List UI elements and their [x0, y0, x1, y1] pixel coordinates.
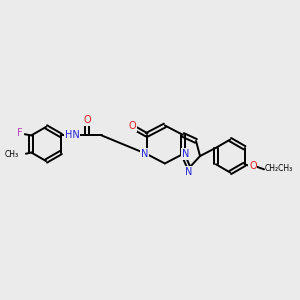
Text: N: N: [185, 167, 193, 177]
Text: N: N: [182, 149, 189, 159]
Text: N: N: [141, 149, 148, 159]
Text: HN: HN: [64, 130, 80, 140]
Text: O: O: [249, 161, 257, 171]
Text: CH₃: CH₃: [5, 150, 19, 159]
Text: O: O: [83, 115, 91, 125]
Text: O: O: [128, 121, 136, 131]
Text: CH₂CH₃: CH₂CH₃: [265, 164, 293, 173]
Text: F: F: [17, 128, 23, 138]
